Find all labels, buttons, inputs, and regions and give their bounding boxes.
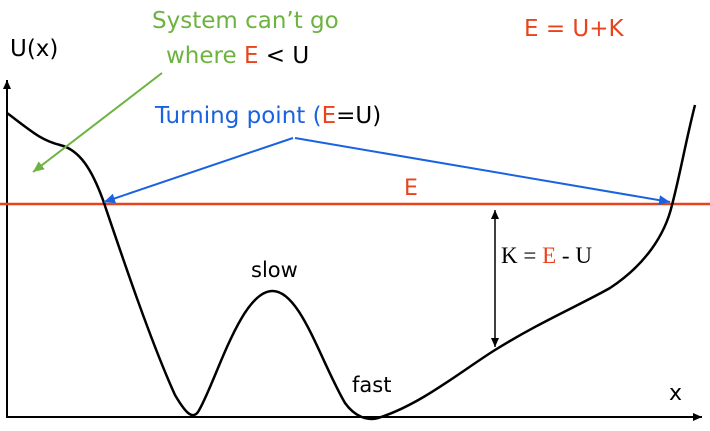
- forbidden-U: U: [292, 43, 310, 69]
- potential-curve: [6, 104, 697, 421]
- slow-label: slow: [251, 258, 298, 282]
- forbidden-E: E: [243, 43, 259, 69]
- kinetic-suffix: - U: [556, 243, 592, 268]
- turning-prefix: Turning point (: [155, 103, 322, 129]
- energy-equation: E = U+K: [524, 16, 624, 42]
- turning-E: E: [321, 103, 337, 129]
- fast-label: fast: [352, 373, 392, 397]
- kinetic-E: E: [542, 243, 557, 268]
- kinetic-prefix: K =: [501, 243, 543, 268]
- turning-point-label: Turning point (E=U): [155, 105, 381, 128]
- forbidden-region-label-line2: where E < U: [166, 45, 309, 68]
- energy-line-label: E: [404, 176, 418, 201]
- forbidden-region-arrow: [32, 72, 163, 173]
- x-axis-label: x: [669, 381, 683, 406]
- kinetic-energy-label: K = E - U: [501, 244, 592, 267]
- y-axis-label: U(x): [10, 36, 59, 62]
- turning-eq: =U): [336, 103, 382, 129]
- forbidden-region-label-line1: System can’t go: [152, 8, 339, 34]
- turning-point-arrow-left: [103, 137, 294, 204]
- turning-point-arrow-right: [294, 137, 671, 206]
- forbidden-lt: <: [258, 43, 293, 69]
- forbidden-where: where: [166, 43, 244, 69]
